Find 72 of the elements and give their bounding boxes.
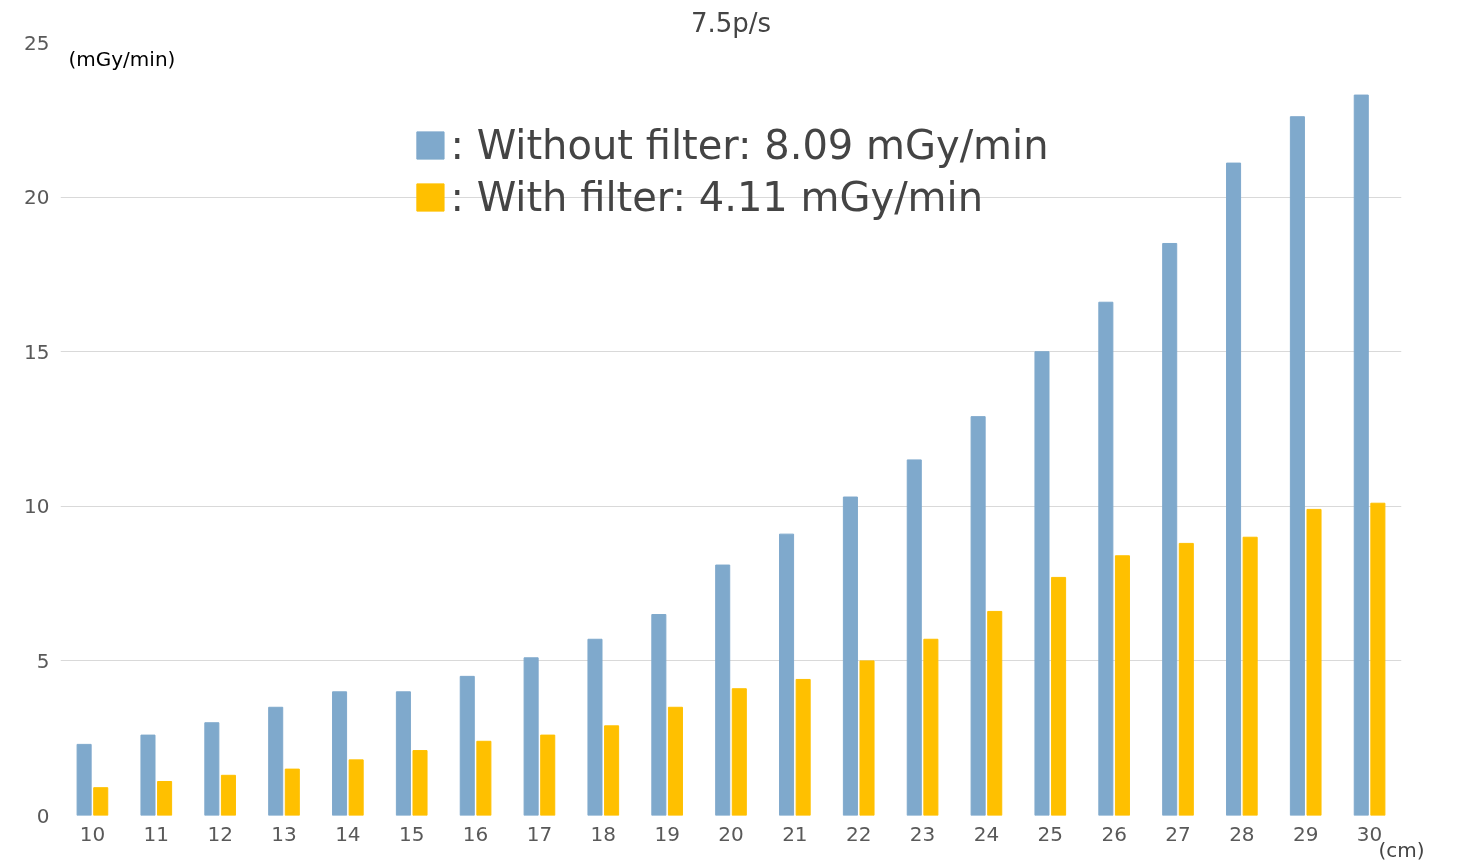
bar xyxy=(604,725,620,816)
y-tick-label: 10 xyxy=(24,494,50,519)
x-tick-label: 19 xyxy=(654,821,680,846)
bar xyxy=(476,740,492,816)
y-tick-label: 20 xyxy=(24,185,50,210)
bar xyxy=(779,533,795,816)
y-tick-label: 0 xyxy=(36,803,50,828)
x-tick-label: 23 xyxy=(909,821,936,846)
x-tick-label: 13 xyxy=(271,821,297,846)
bar xyxy=(1178,542,1194,816)
bar xyxy=(157,780,173,816)
x-tick-label: 28 xyxy=(1229,821,1255,846)
x-tick-label: 21 xyxy=(782,821,808,846)
bar xyxy=(284,768,300,816)
bar xyxy=(140,734,156,816)
bar xyxy=(1242,536,1258,816)
x-tick-label: 14 xyxy=(335,821,361,846)
bar xyxy=(906,459,922,816)
y-tick-label: 5 xyxy=(36,648,50,673)
bar xyxy=(1353,94,1369,816)
bar xyxy=(987,610,1003,816)
x-tick-label: 15 xyxy=(398,821,425,846)
x-tick-label: 12 xyxy=(207,821,233,846)
bar xyxy=(1114,555,1130,816)
bar xyxy=(459,675,475,816)
bar xyxy=(970,416,986,816)
x-tick-label: 10 xyxy=(79,821,106,846)
x-tick-label: 22 xyxy=(845,821,872,846)
bar xyxy=(1051,576,1067,816)
y-tick-label: 25 xyxy=(24,30,50,55)
bar xyxy=(540,734,556,816)
bar xyxy=(412,750,428,816)
bar xyxy=(923,638,939,816)
bar xyxy=(1034,351,1050,816)
bar xyxy=(795,678,811,816)
bar xyxy=(395,691,411,816)
bar xyxy=(1226,162,1242,816)
bar xyxy=(667,706,683,816)
x-tick-label: 16 xyxy=(462,821,489,846)
bar xyxy=(1162,242,1178,816)
x-tick-label: 18 xyxy=(590,821,617,846)
x-tick-label: 26 xyxy=(1101,821,1127,846)
x-tick-label: 27 xyxy=(1165,821,1191,846)
bar xyxy=(651,614,667,816)
y-tick-label: 15 xyxy=(24,339,50,364)
x-tick-label: 20 xyxy=(718,821,744,846)
bar xyxy=(523,657,539,816)
bar xyxy=(859,660,875,816)
x-tick-label: 24 xyxy=(973,821,1000,846)
bar xyxy=(842,496,858,816)
y-axis-title: (mGy/min) xyxy=(68,46,176,71)
bar xyxy=(1289,116,1305,816)
chart-title: 7.5p/s xyxy=(690,7,772,38)
bar xyxy=(93,787,109,816)
legend-label: : With filter: 4.11 mGy/min xyxy=(450,174,984,220)
bar xyxy=(76,743,92,816)
bar xyxy=(1306,508,1322,816)
x-tick-label: 25 xyxy=(1037,821,1064,846)
x-tick-label: 11 xyxy=(143,821,170,846)
bar xyxy=(1098,301,1114,816)
bar xyxy=(220,774,236,816)
x-tick-label: 29 xyxy=(1292,821,1319,846)
bar xyxy=(348,759,364,816)
bar xyxy=(204,722,220,816)
bar xyxy=(587,638,603,816)
bar xyxy=(715,564,731,816)
bar xyxy=(1370,502,1386,816)
bar xyxy=(332,691,348,816)
bar xyxy=(268,706,284,816)
bar xyxy=(731,688,747,816)
legend-label: : Without filter: 8.09 mGy/min xyxy=(450,122,1049,168)
x-tick-label: 17 xyxy=(526,821,553,846)
